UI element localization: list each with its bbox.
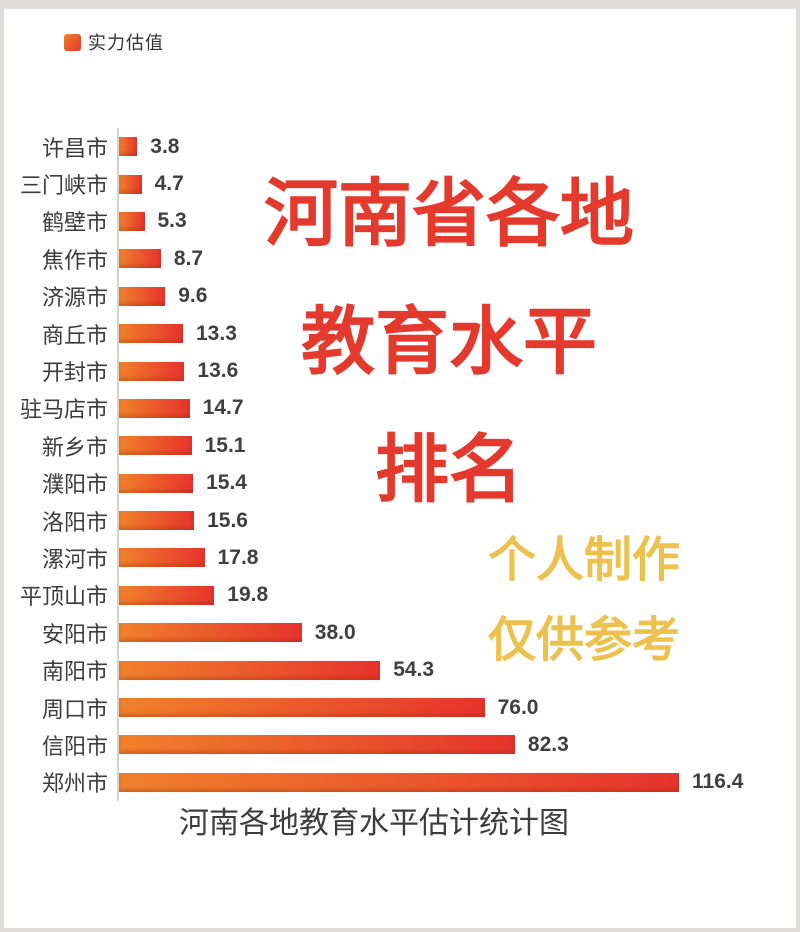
- legend: 实力估值: [64, 29, 164, 55]
- value-label: 8.7: [173, 246, 204, 270]
- bar-row: 漯河市 17.8: [4, 539, 796, 577]
- chart-title: 河南各地教育水平估计统计图: [179, 807, 569, 840]
- bar: [119, 548, 205, 568]
- value-label: 76.0: [497, 695, 539, 719]
- category-label: 漯河市: [41, 546, 108, 572]
- bar-row: 濮阳市 15.4: [4, 464, 796, 502]
- bar: [119, 473, 194, 493]
- bar-area: 38.0: [117, 614, 796, 652]
- bar: [119, 436, 192, 456]
- bar-row: 三门峡市 4.7: [4, 165, 796, 203]
- bar-area: 116.4: [117, 763, 796, 802]
- bar-area: 5.3: [117, 202, 796, 241]
- bar-area: 13.3: [117, 314, 796, 353]
- bar: [119, 398, 190, 418]
- category-label: 许昌市: [41, 135, 108, 161]
- category-label: 郑州市: [41, 771, 108, 797]
- category-label: 驻马店市: [19, 397, 108, 423]
- category-label: 濮阳市: [41, 472, 108, 498]
- bar-row: 开封市 13.6: [4, 352, 796, 390]
- category-label: 安阳市: [41, 621, 108, 647]
- value-label: 9.6: [178, 284, 208, 308]
- bar: [119, 211, 145, 231]
- bar: [119, 660, 381, 680]
- value-label: 54.3: [393, 658, 435, 682]
- bar: [119, 137, 138, 157]
- legend-swatch-icon: [64, 33, 81, 51]
- bar-area: 15.1: [117, 427, 796, 465]
- value-label: 15.4: [206, 471, 247, 495]
- value-label: 13.6: [197, 359, 239, 383]
- category-label: 信阳市: [41, 733, 108, 759]
- category-label: 周口市: [41, 696, 108, 722]
- value-label: 17.8: [217, 545, 259, 569]
- bar-area: 4.7: [117, 165, 796, 203]
- bar-row: 安阳市 38.0: [4, 614, 796, 652]
- legend-label: 实力估值: [88, 33, 164, 53]
- bar-chart: 许昌市 3.8 三门峡市 4.7 鹤壁市 5.3 焦作市 8.7 济源市 9.6: [4, 128, 796, 802]
- bar-area: 3.8: [117, 128, 796, 166]
- bar-row: 新乡市 15.1: [4, 427, 796, 465]
- bar-row: 周口市 76.0: [4, 688, 796, 727]
- value-label: 116.4: [692, 770, 744, 794]
- bar: [119, 698, 485, 718]
- category-label: 新乡市: [41, 434, 108, 460]
- bar-rows: 许昌市 3.8 三门峡市 4.7 鹤壁市 5.3 焦作市 8.7 济源市 9.6: [4, 128, 796, 802]
- bar-area: 76.0: [117, 688, 796, 727]
- value-label: 3.8: [150, 134, 180, 158]
- bar-area: 54.3: [117, 651, 796, 689]
- value-label: 4.7: [154, 172, 184, 196]
- category-label: 平顶山市: [19, 584, 108, 610]
- bar-area: 14.7: [117, 389, 796, 428]
- bar-area: 15.4: [117, 464, 796, 502]
- category-label: 洛阳市: [41, 509, 108, 535]
- bar: [119, 623, 302, 643]
- bar: [119, 511, 195, 531]
- bar-area: 15.6: [117, 501, 796, 540]
- value-label: 15.1: [204, 433, 246, 457]
- bar: [119, 772, 679, 792]
- bar-row: 驻马店市 14.7: [4, 389, 796, 428]
- bar-row: 洛阳市 15.6: [4, 501, 796, 540]
- value-label: 5.3: [157, 209, 187, 233]
- bar-row: 焦作市 8.7: [4, 240, 796, 278]
- bar-row: 许昌市 3.8: [4, 128, 796, 166]
- bar: [119, 174, 142, 194]
- bar: [119, 361, 185, 381]
- bar-area: 9.6: [117, 277, 796, 315]
- category-label: 开封市: [41, 360, 108, 386]
- bar-area: 17.8: [117, 539, 796, 577]
- value-label: 15.6: [207, 508, 248, 532]
- value-label: 82.3: [527, 732, 569, 756]
- bar-row: 南阳市 54.3: [4, 651, 796, 689]
- category-label: 南阳市: [41, 659, 108, 685]
- bar-row: 信阳市 82.3: [4, 726, 796, 764]
- bar-row: 平顶山市 19.8: [4, 576, 796, 615]
- bar-row: 鹤壁市 5.3: [4, 202, 796, 241]
- value-label: 14.7: [202, 396, 244, 420]
- category-label: 三门峡市: [19, 173, 108, 199]
- bar: [119, 286, 166, 306]
- bar-row: 商丘市 13.3: [4, 314, 796, 353]
- category-label: 焦作市: [41, 247, 108, 273]
- bar-area: 82.3: [117, 726, 796, 764]
- bar: [119, 735, 515, 755]
- bar: [119, 324, 183, 344]
- value-label: 13.3: [196, 321, 237, 345]
- value-label: 19.8: [227, 583, 269, 607]
- category-label: 济源市: [41, 285, 108, 311]
- bar-row: 济源市 9.6: [4, 277, 796, 315]
- bar-area: 19.8: [117, 576, 796, 615]
- category-label: 商丘市: [41, 322, 108, 348]
- bar-row: 郑州市 116.4: [4, 763, 796, 802]
- bar: [119, 249, 161, 269]
- value-label: 38.0: [314, 620, 356, 644]
- bar-area: 13.6: [117, 352, 796, 390]
- bar-area: 8.7: [117, 240, 796, 278]
- category-label: 鹤壁市: [41, 210, 108, 236]
- bar: [119, 585, 215, 605]
